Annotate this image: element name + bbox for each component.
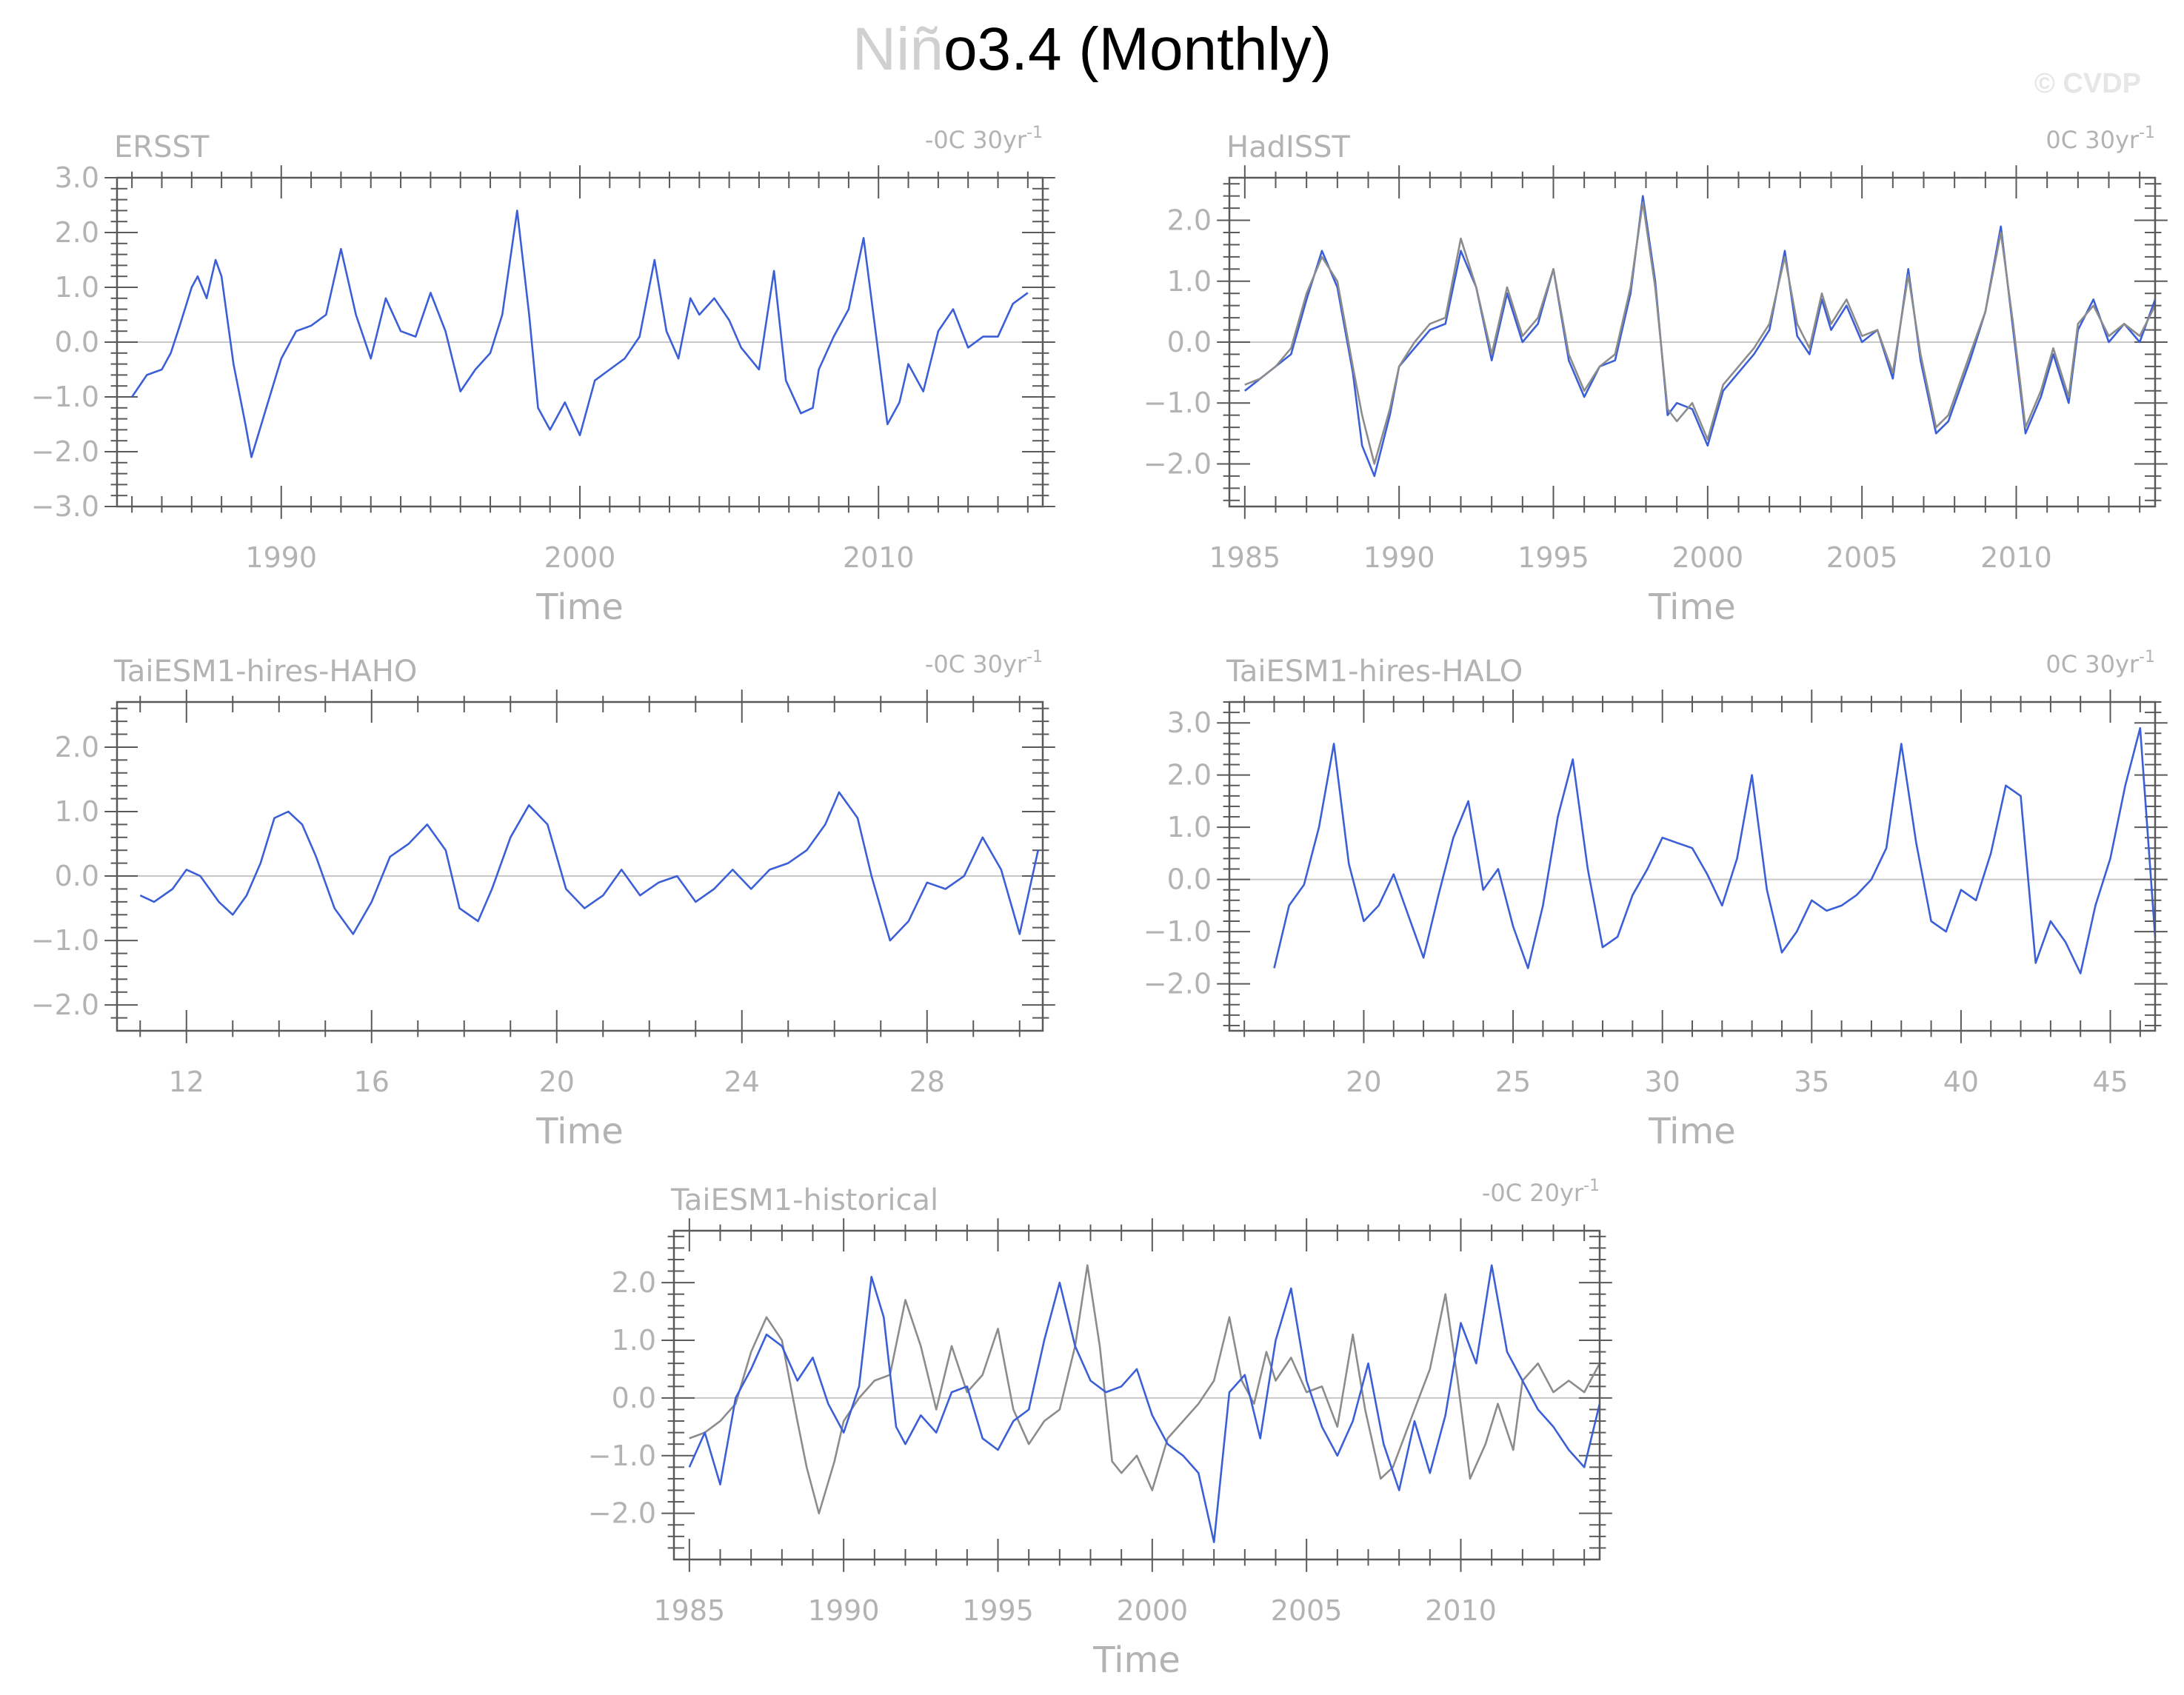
y-tick-label: 0.0 — [1167, 326, 1212, 358]
x-tick-label: 2010 — [1425, 1594, 1497, 1627]
x-tick-label: 2010 — [1980, 541, 2052, 574]
y-tick-label: −1.0 — [31, 924, 99, 957]
y-tick-label: −2.0 — [1143, 968, 1212, 1000]
x-axis-title: Time — [535, 1111, 623, 1152]
figure-title-main: o3.4 (Monthly) — [943, 16, 1332, 83]
x-tick-label: 2000 — [1116, 1594, 1188, 1627]
panel-title: ERSST — [114, 130, 210, 164]
plot-frame — [116, 176, 1044, 508]
y-tick-label: −1.0 — [1143, 915, 1212, 948]
series-line-blue — [1243, 195, 2157, 478]
y-tick-label: 3.0 — [55, 161, 99, 194]
plot-frame — [672, 1229, 1601, 1561]
trend-label: -0C 30yr-1 — [925, 124, 1043, 154]
trend-label: -0C 20yr-1 — [1482, 1177, 1600, 1207]
series-line-blue — [1273, 726, 2157, 974]
chart-panel: TaiESM1-hires-HALO 0C 30yr-1 −2.0 −1.0 0.0 1.… — [1143, 648, 2168, 1152]
y-tick-label: −1.0 — [588, 1440, 656, 1472]
x-axis-title: Time — [1092, 1639, 1180, 1681]
series-line-gray — [1244, 201, 2157, 465]
y-tick-label: −3.0 — [31, 490, 99, 523]
y-tick-label: 3.0 — [1167, 706, 1212, 739]
figure-title: Niño3.4 (Monthly) — [0, 9, 2184, 90]
plot-frame — [1228, 701, 2157, 1032]
plot-frame — [1228, 176, 2157, 508]
x-tick-label: 30 — [1644, 1066, 1680, 1098]
x-tick-label: 12 — [169, 1066, 204, 1098]
x-tick-label: 40 — [1943, 1066, 1979, 1098]
x-axis-title: Time — [1648, 1111, 1735, 1152]
x-axis-title: Time — [535, 586, 623, 628]
x-tick-label: 1985 — [653, 1594, 725, 1627]
x-tick-label: 24 — [724, 1066, 760, 1098]
x-tick-label: 1990 — [1363, 541, 1435, 574]
y-tick-label: 1.0 — [1167, 265, 1212, 298]
x-tick-label: 45 — [2092, 1066, 2128, 1098]
y-tick-label: 2.0 — [612, 1266, 656, 1299]
chart-panel: ERSST -0C 30yr-1 −3.0 −2.0 −1.0 0.0 1.0 2.0 3.0 1… — [31, 124, 1055, 628]
trend-label: 0C 30yr-1 — [2046, 124, 2155, 154]
x-tick-label: 2000 — [1672, 541, 1743, 574]
x-tick-label: 1990 — [245, 541, 317, 574]
y-tick-label: 2.0 — [1167, 759, 1212, 792]
y-tick-label: 0.0 — [55, 860, 99, 892]
x-tick-label: 2005 — [1826, 541, 1898, 574]
y-tick-label: 2.0 — [1167, 204, 1212, 237]
y-tick-label: 2.0 — [55, 216, 99, 249]
y-tick-label: −2.0 — [31, 989, 99, 1021]
x-tick-label: 2000 — [544, 541, 616, 574]
x-tick-label: 25 — [1495, 1066, 1531, 1098]
y-tick-label: 0.0 — [1167, 863, 1212, 896]
chart-panel: TaiESM1-historical -0C 20yr-1 −2.0 −1.0 0.0 1… — [588, 1177, 1612, 1681]
x-tick-label: 20 — [539, 1066, 575, 1098]
x-tick-label: 1990 — [808, 1594, 880, 1627]
x-tick-label: 1995 — [962, 1594, 1034, 1627]
panel-title: HadISST — [1226, 130, 1351, 164]
panel-title: TaiESM1-hires-HAHO — [113, 655, 417, 689]
x-axis-title: Time — [1648, 586, 1735, 628]
y-tick-label: 1.0 — [1167, 811, 1212, 843]
series-line-blue — [688, 1264, 1601, 1543]
x-tick-label: 35 — [1794, 1066, 1829, 1098]
y-tick-label: −1.0 — [1143, 387, 1212, 419]
plot-frame — [116, 701, 1044, 1032]
x-tick-label: 2010 — [843, 541, 915, 574]
y-tick-label: 1.0 — [612, 1324, 656, 1357]
chart-panel: TaiESM1-hires-HAHO -0C 30yr-1 −2.0 −1.0 0.0 1… — [31, 648, 1055, 1152]
x-tick-label: 16 — [354, 1066, 390, 1098]
y-tick-label: 1.0 — [55, 795, 99, 828]
chart-panel: HadISST 0C 30yr-1 −2.0 −1.0 0.0 1.0 2.0 1985 199… — [1143, 124, 2168, 628]
y-tick-label: −2.0 — [31, 435, 99, 468]
y-tick-label: −1.0 — [31, 381, 99, 413]
y-tick-label: 0.0 — [612, 1382, 656, 1414]
y-tick-label: −2.0 — [1143, 447, 1212, 480]
figure-title-faint: Niñ — [852, 16, 944, 83]
y-tick-label: 0.0 — [55, 326, 99, 358]
series-line-blue — [139, 791, 1039, 942]
x-tick-label: 1995 — [1517, 541, 1589, 574]
series-line-gray — [689, 1264, 1601, 1514]
x-tick-label: 20 — [1346, 1066, 1381, 1098]
trend-label: -0C 30yr-1 — [925, 648, 1043, 678]
x-tick-label: 2005 — [1271, 1594, 1343, 1627]
x-tick-label: 1985 — [1209, 541, 1280, 574]
x-tick-label: 28 — [909, 1066, 945, 1098]
y-tick-label: −2.0 — [588, 1497, 656, 1530]
y-tick-label: 1.0 — [55, 271, 99, 304]
trend-label: 0C 30yr-1 — [2046, 648, 2155, 678]
series-line-blue — [131, 210, 1029, 458]
panel-title: TaiESM1-historical — [670, 1183, 938, 1217]
cvdp-watermark: © CVDP — [2034, 68, 2141, 99]
panel-title: TaiESM1-hires-HALO — [1226, 655, 1523, 689]
y-tick-label: 2.0 — [55, 731, 99, 763]
